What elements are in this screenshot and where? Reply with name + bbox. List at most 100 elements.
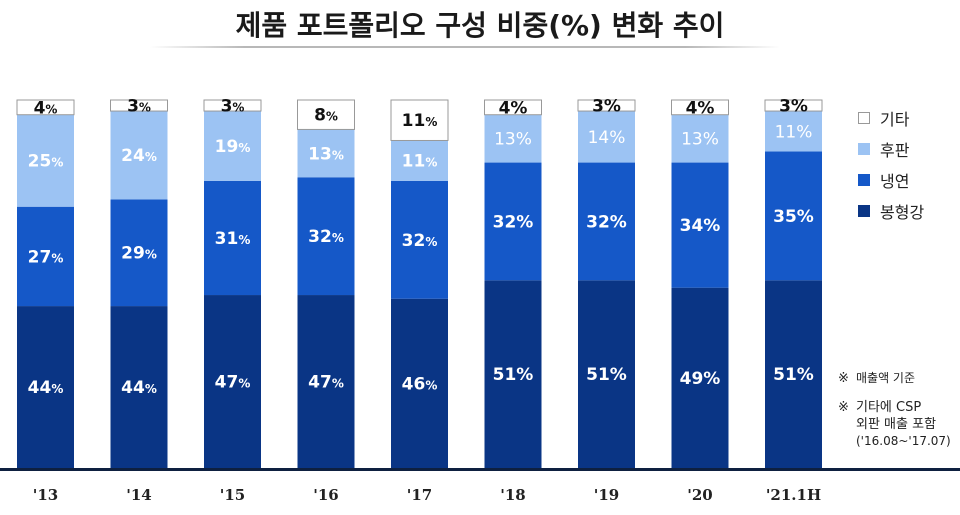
bar-segment bbox=[297, 177, 355, 296]
data-label: 14% bbox=[588, 128, 626, 148]
bar-segment bbox=[671, 287, 729, 468]
x-tick-label: '14 bbox=[126, 486, 151, 504]
data-label: 4% bbox=[34, 98, 58, 118]
chart-title: 제품 포트폴리오 구성 비중(%) 변화 추이 bbox=[235, 9, 725, 42]
data-label: 3% bbox=[221, 97, 245, 117]
footnote-line: ('16.08~'17.07) bbox=[856, 434, 951, 448]
data-label: 35% bbox=[773, 207, 814, 227]
legend-item: 기타 bbox=[858, 102, 924, 133]
data-label: 3% bbox=[127, 97, 151, 117]
x-tick-label: '15 bbox=[220, 486, 245, 504]
footnote-line: 매출액 기준 bbox=[856, 371, 916, 385]
bar-segment bbox=[484, 114, 542, 163]
x-tick-label: '17 bbox=[407, 486, 432, 504]
data-label: 44% bbox=[121, 378, 157, 398]
bar-segment bbox=[297, 295, 355, 468]
data-label: 32% bbox=[308, 227, 344, 247]
legend-item: 후판 bbox=[858, 133, 924, 164]
bar-segment bbox=[110, 111, 168, 200]
bar-segment bbox=[297, 99, 355, 130]
x-tick-label: '18 bbox=[500, 486, 525, 504]
legend-item: 냉연 bbox=[858, 164, 924, 195]
data-label: 31% bbox=[215, 229, 251, 249]
data-label: 11% bbox=[402, 111, 438, 131]
bar-segment bbox=[577, 99, 636, 112]
bar-segment bbox=[671, 162, 729, 288]
bar-segment bbox=[16, 99, 75, 116]
bar-segment bbox=[17, 114, 74, 207]
data-label: 32% bbox=[586, 212, 627, 232]
data-label: 13% bbox=[494, 130, 532, 150]
bar-segment bbox=[765, 111, 822, 152]
data-label: 3% bbox=[592, 97, 621, 117]
data-label: 11% bbox=[402, 152, 438, 172]
bar-segment bbox=[765, 151, 822, 281]
data-label: 11% bbox=[775, 122, 813, 142]
legend-label: 냉연 bbox=[880, 171, 910, 191]
bar-segment bbox=[17, 306, 74, 468]
data-label: 34% bbox=[680, 216, 721, 236]
data-label: 4% bbox=[686, 98, 715, 118]
bar-segment bbox=[204, 180, 261, 296]
bar-segment bbox=[578, 280, 635, 468]
data-label: 3% bbox=[779, 97, 808, 117]
x-tick-label: '21.1H bbox=[766, 486, 821, 504]
bar-segment bbox=[203, 99, 262, 112]
footnote: ※ 기타에 CSP 외판 매출 포함 ('16.08~'17.07) bbox=[838, 399, 951, 450]
data-label: 47% bbox=[215, 373, 251, 393]
legend-swatch bbox=[858, 173, 870, 186]
data-label: 46% bbox=[402, 374, 438, 394]
bar-segment bbox=[484, 162, 542, 281]
reference-mark-icon: ※ bbox=[838, 400, 849, 415]
data-label: 27% bbox=[28, 247, 64, 267]
data-label: 4% bbox=[499, 98, 528, 118]
x-axis-line bbox=[0, 468, 960, 471]
data-label: 13% bbox=[308, 144, 344, 164]
data-label: 25% bbox=[28, 152, 64, 172]
x-tick-label: '13 bbox=[33, 486, 58, 504]
data-label: 49% bbox=[680, 369, 721, 389]
data-label: 32% bbox=[402, 231, 438, 251]
legend-label: 기타 bbox=[880, 109, 910, 129]
x-tick-label: '20 bbox=[687, 486, 712, 504]
bar-segment bbox=[17, 206, 74, 307]
bar-segment bbox=[391, 180, 448, 299]
data-label: 24% bbox=[121, 146, 157, 166]
bar-segment bbox=[204, 295, 261, 468]
data-label: 47% bbox=[308, 373, 344, 393]
data-label: 13% bbox=[681, 130, 719, 150]
bar-segment bbox=[391, 298, 448, 468]
data-label: 32% bbox=[493, 212, 534, 232]
bar-segment bbox=[765, 280, 822, 468]
legend-label: 봉형강 bbox=[880, 202, 925, 222]
x-tick-label: '16 bbox=[313, 486, 338, 504]
x-tick-label: '19 bbox=[594, 486, 619, 504]
title-divider bbox=[150, 46, 780, 48]
footnotes: ※ 매출액 기준 ※ 기타에 CSP 외판 매출 포함 ('16.08~'17.07) bbox=[838, 370, 951, 462]
reference-mark-icon: ※ bbox=[838, 371, 849, 386]
data-label: 19% bbox=[215, 137, 251, 157]
data-label: 8% bbox=[314, 106, 338, 126]
bar-segment bbox=[578, 162, 635, 281]
bar-segment bbox=[297, 129, 355, 178]
bar-segment bbox=[671, 114, 729, 163]
bar-segment bbox=[391, 140, 448, 181]
legend-swatch bbox=[858, 142, 870, 155]
data-label: 44% bbox=[28, 378, 64, 398]
bar-segment bbox=[204, 111, 261, 181]
bar-segment bbox=[484, 280, 542, 468]
legend-swatch bbox=[858, 204, 870, 217]
legend-item: 봉형강 bbox=[858, 195, 924, 226]
bar-segment bbox=[110, 306, 168, 468]
bar-segment bbox=[390, 99, 449, 141]
footnote-line: 외판 매출 포함 bbox=[856, 417, 937, 432]
data-label: 51% bbox=[586, 365, 627, 385]
bar-segment bbox=[110, 199, 168, 307]
legend-swatch bbox=[858, 111, 870, 124]
data-label: 51% bbox=[773, 365, 814, 385]
footnote: ※ 매출액 기준 bbox=[838, 370, 951, 387]
legend-label: 후판 bbox=[880, 140, 910, 160]
data-label: 51% bbox=[493, 365, 534, 385]
